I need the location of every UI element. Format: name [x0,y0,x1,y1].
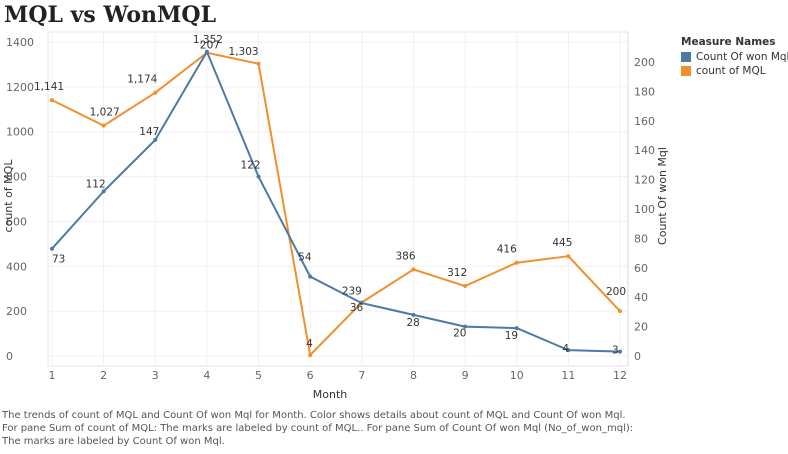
data-label-won-mql: 4 [562,343,569,355]
x-tick-label: 8 [410,369,417,382]
x-tick-label: 11 [561,369,575,382]
data-point-mql [411,267,416,272]
y-right-tick-label: 100 [634,203,655,216]
y-left-axis-title: count of MQL [2,159,15,233]
data-point-mql [101,123,106,128]
legend-item-mql[interactable]: count of MQL [681,64,788,78]
x-tick-label: 6 [307,369,314,382]
y-left-tick-label: 400 [6,260,27,273]
legend-swatch-won-mql [681,52,691,62]
data-label-mql: 1,141 [34,81,64,93]
data-point-won-mql [566,348,571,353]
data-label-won-mql: 28 [406,317,419,329]
y-right-axis-title: Count Of won Mql [656,147,669,245]
data-label-won-mql: 19 [505,330,518,342]
data-point-won-mql [411,312,416,317]
y-right-tick-label: 180 [634,85,655,98]
data-label-mql: 312 [447,267,467,279]
data-label-won-mql: 3 [612,345,619,357]
data-label-mql: 239 [342,285,362,297]
data-point-won-mql [359,301,364,306]
legend-item-won-mql[interactable]: Count Of won Mql [681,50,788,64]
data-label-won-mql: 207 [200,40,220,52]
data-label-won-mql: 73 [52,254,65,266]
data-point-won-mql [101,189,106,194]
data-point-mql [566,254,571,259]
data-label-mql: 416 [497,244,517,256]
x-tick-label: 1 [49,369,56,382]
x-tick-label: 7 [358,369,365,382]
y-right-tick-label: 80 [634,232,648,245]
x-tick-label: 12 [613,369,627,382]
y-right-tick-label: 0 [634,350,641,363]
caption-line: The trends of count of MQL and Count Of … [2,410,626,421]
data-point-won-mql [204,49,209,54]
data-point-mql [153,90,158,95]
chart-title: MQL vs WonMQL [4,2,217,28]
data-label-won-mql: 54 [298,252,312,264]
data-label-mql: 1,352 [193,34,223,46]
y-left-tick-label: 600 [6,215,27,228]
x-tick-label: 5 [255,369,262,382]
data-point-mql [618,309,622,314]
data-label-mql: 1,303 [229,46,259,58]
data-label-won-mql: 36 [350,302,364,314]
data-point-won-mql [50,246,54,251]
y-left-tick-label: 1200 [6,81,34,94]
data-label-won-mql: 147 [139,126,159,138]
x-tick-label: 4 [203,369,210,382]
y-right-tick-label: 40 [634,291,648,304]
y-right-tick-label: 20 [634,321,648,334]
data-point-won-mql [308,274,313,279]
data-point-won-mql [618,349,622,354]
data-label-won-mql: 112 [86,178,106,190]
series-line-mql [51,51,621,357]
y-left-tick-label: 1400 [6,36,34,49]
x-tick-label: 2 [100,369,107,382]
y-right-tick-label: 60 [634,262,648,275]
data-point-won-mql [256,174,261,179]
data-label-won-mql: 20 [453,328,466,340]
y-right-tick-label: 200 [634,56,655,69]
data-label-mql: 4 [306,338,313,350]
y-left-tick-label: 1000 [6,126,34,139]
data-point-mql [514,260,519,265]
legend-title: Measure Names [681,36,776,48]
data-point-won-mql [463,324,468,329]
legend-label-won-mql: Count Of won Mql [696,51,788,63]
legend: Measure Names Count Of won Mql count of … [681,36,788,78]
x-tick-label: 10 [510,369,524,382]
data-label-mql: 386 [395,250,415,262]
data-label-mql: 445 [552,237,572,249]
data-point-mql [256,61,261,66]
data-point-mql [463,284,468,289]
data-point-mql [308,353,313,358]
caption-line: For pane Sum of count of MQL: The marks … [2,423,634,434]
y-right-tick-label: 160 [634,115,655,128]
caption-line: The marks are labeled by Count Of won Mq… [2,436,225,447]
legend-swatch-mql [681,66,691,76]
series-line-won-mql [51,50,621,353]
y-left-tick-label: 0 [6,350,13,363]
y-left-tick-label: 800 [6,171,27,184]
legend-label-mql: count of MQL [696,65,766,77]
x-axis-title: Month [313,388,348,401]
y-right-tick-label: 140 [634,144,655,157]
chart-caption: The trends of count of MQL and Count Of … [2,409,786,448]
data-label-mql: 1,174 [127,74,157,86]
data-point-mql [50,98,54,103]
data-label-mql: 1,027 [90,107,120,119]
x-tick-label: 9 [462,369,469,382]
y-right-tick-label: 120 [634,174,655,187]
y-left-tick-label: 200 [6,305,27,318]
x-tick-label: 3 [152,369,159,382]
data-point-won-mql [153,137,158,142]
data-point-won-mql [514,326,519,331]
data-label-won-mql: 122 [241,160,261,172]
data-label-mql: 200 [606,286,626,298]
